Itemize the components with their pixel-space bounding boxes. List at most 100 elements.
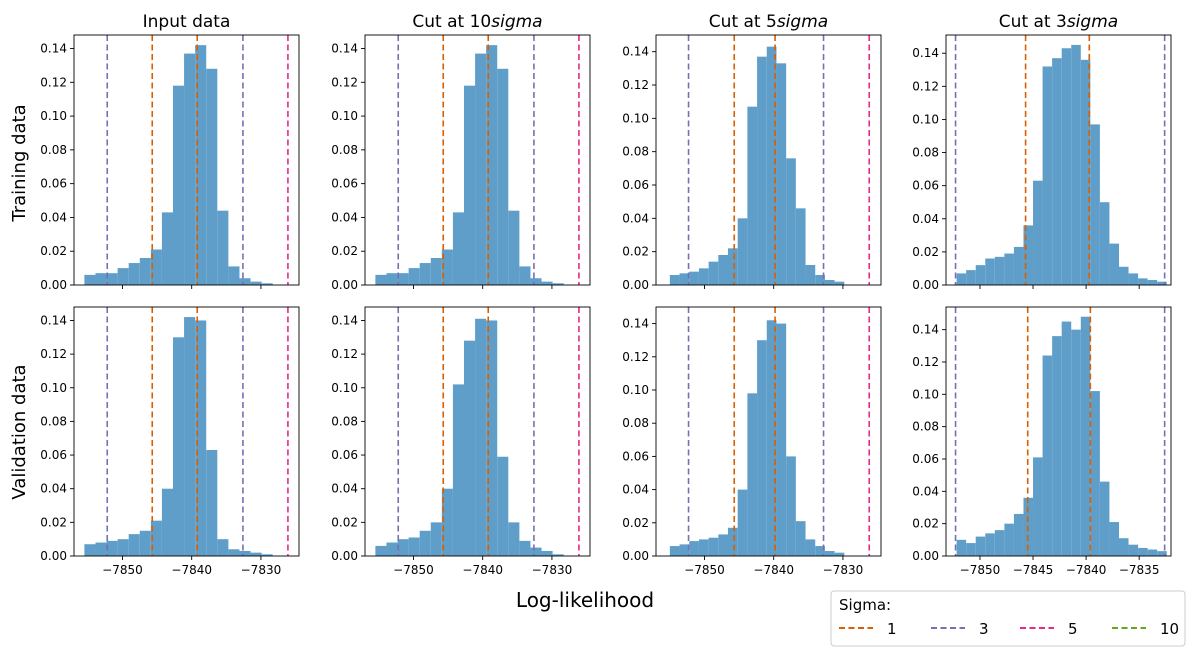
histogram-bar	[1013, 513, 1024, 556]
y-tick-label: 0.10	[912, 112, 939, 126]
histogram-bar	[698, 539, 709, 556]
y-tick-label: 0.12	[912, 355, 939, 369]
histogram-bar	[805, 265, 816, 285]
y-tick-label: 0.10	[622, 383, 649, 397]
y-tick-label: 0.12	[622, 350, 649, 364]
histogram-bar	[519, 266, 531, 285]
histogram-bar	[117, 268, 129, 285]
histogram-bar	[250, 552, 262, 556]
histogram-bar	[834, 552, 845, 556]
histogram-bar	[708, 261, 719, 285]
y-tick-label: 0.14	[622, 45, 649, 59]
histogram-bar	[747, 393, 758, 556]
panel-validation-1: 0.00 0.02 0.04 0.06 0.08 0.10 0.12 0.14 −7850 −78…	[40, 306, 300, 577]
histogram-bar	[757, 56, 767, 285]
histogram-bar	[464, 85, 476, 285]
x-axis-label: Log-likelihood	[516, 588, 654, 612]
histogram-bar	[786, 456, 796, 556]
y-tick-label: 0.08	[912, 420, 939, 434]
histogram-bar	[217, 210, 229, 285]
histogram-bar	[475, 318, 487, 556]
histogram-bar	[464, 340, 476, 556]
histogram-bar	[776, 63, 787, 285]
histogram-bar	[795, 208, 806, 285]
histogram-bar	[519, 540, 531, 556]
y-tick-label: 0.10	[40, 109, 67, 123]
histogram-bar	[956, 273, 967, 285]
y-tick-label: 0.14	[331, 42, 358, 56]
histogram-bar	[786, 158, 796, 285]
histogram-bar	[173, 337, 185, 556]
panel-training-3: 0.00 0.02 0.04 0.06 0.08 0.10 0.12 0.14 Cut at 5…	[622, 12, 882, 292]
histogram-bar	[728, 527, 738, 556]
histogram-bar	[1004, 253, 1014, 285]
y-tick-label: 0.10	[331, 109, 358, 123]
y-tick-label: 0.00	[622, 278, 649, 292]
histogram-bar	[541, 281, 553, 285]
x-tick-label: −7830	[823, 563, 864, 577]
histogram-bar	[1013, 246, 1024, 285]
y-tick-label: 0.08	[622, 416, 649, 430]
histogram-bar	[239, 550, 251, 556]
histogram-bar	[117, 539, 129, 556]
histogram-bar	[1080, 316, 1091, 556]
histogram-bar	[985, 258, 995, 285]
y-tick-label: 0.04	[40, 210, 67, 224]
histogram-bar	[430, 522, 442, 556]
x-tick-label: −7850	[960, 563, 1001, 577]
histogram-bar	[419, 530, 431, 556]
y-tick-label: 0.06	[912, 179, 939, 193]
histogram-bar	[541, 550, 553, 556]
x-tick-label: −7830	[241, 563, 282, 577]
y-tick-label: 0.06	[331, 177, 358, 191]
plot-area	[375, 307, 580, 556]
y-tick-label: 0.06	[331, 448, 358, 462]
histogram-bar	[1099, 481, 1110, 556]
histogram-bar	[184, 53, 196, 285]
plot-area	[669, 307, 871, 556]
histogram-bar	[161, 488, 173, 556]
histogram-bar	[966, 543, 976, 556]
histogram-bar	[552, 554, 564, 556]
panel-title-math: sigma	[1067, 12, 1118, 32]
y-tick-label: 0.02	[40, 515, 67, 529]
histogram-bar	[150, 249, 162, 285]
histogram-bar	[689, 541, 699, 556]
histogram-bar	[386, 273, 398, 285]
histogram-bar	[228, 549, 240, 556]
y-tick-label: 0.00	[912, 549, 939, 563]
x-tick-label: −7845	[1013, 563, 1054, 577]
y-tick-label: 0.14	[40, 42, 67, 56]
histogram-bar	[1138, 547, 1148, 556]
y-tick-label: 0.12	[622, 78, 649, 92]
y-tick-label: 0.10	[331, 381, 358, 395]
histogram-bar	[375, 274, 387, 285]
legend-entry-sigma-10: 10	[1112, 620, 1179, 638]
y-tick-label: 0.14	[912, 46, 939, 60]
histogram-bar	[375, 545, 387, 556]
y-tick-label: 0.08	[331, 143, 358, 157]
y-tick-label: 0.00	[40, 278, 67, 292]
histogram-bar	[766, 46, 777, 285]
histogram-bar	[452, 384, 464, 556]
histogram-bar	[815, 546, 825, 556]
histogram-bar	[497, 68, 509, 285]
y-tick-label: 0.04	[622, 211, 649, 225]
plot-area	[84, 35, 289, 285]
legend-title: Sigma:	[839, 596, 891, 614]
x-tick-label: −7835	[1119, 563, 1160, 577]
histogram-bar	[1128, 544, 1139, 556]
y-tick-label: 0.04	[622, 483, 649, 497]
histogram-bar	[757, 340, 767, 556]
histogram-bar	[1033, 180, 1043, 285]
panel-title-text: Cut at 10	[412, 12, 491, 32]
panel-title-math: sigma	[491, 12, 542, 32]
histogram-bar	[824, 280, 835, 285]
plot-area	[375, 35, 580, 285]
panel-title: Cut at 10sigma	[412, 12, 542, 32]
histogram-bar	[718, 255, 728, 285]
panel-title: Cut at 3sigma	[999, 12, 1118, 32]
histogram-bar	[84, 274, 96, 285]
y-tick-label: 0.08	[331, 414, 358, 428]
